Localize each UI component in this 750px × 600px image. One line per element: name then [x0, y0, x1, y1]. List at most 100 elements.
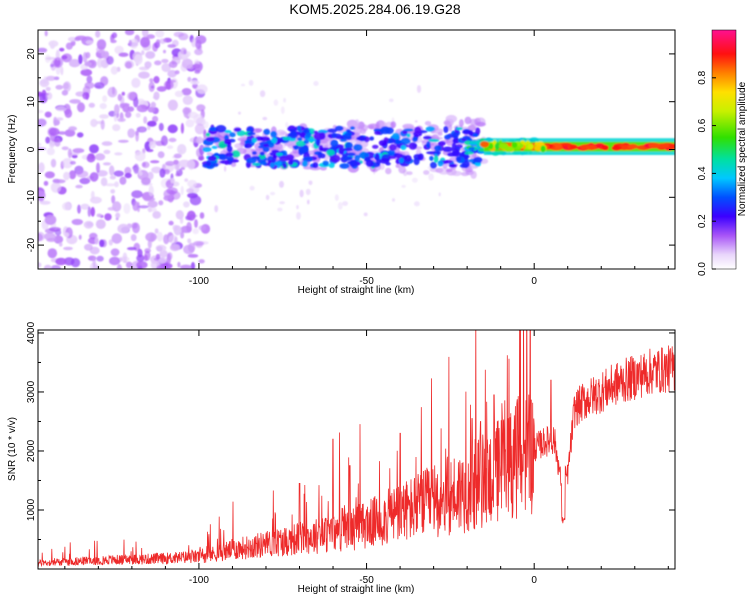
heatmap-cell: [147, 171, 154, 180]
heatmap-cell: [38, 147, 47, 151]
heatmap-cell: [198, 225, 206, 231]
heatmap-cell: [167, 69, 177, 78]
heatmap-cell: [469, 140, 479, 145]
heatmap-cell: [297, 125, 302, 132]
heatmap-cell: [475, 121, 486, 127]
colorbar-gradient: [712, 30, 736, 269]
x-tick-label: -50: [359, 575, 374, 586]
heatmap-cell: [251, 137, 258, 143]
heatmap-cell: [123, 203, 131, 214]
heatmap-cell: [147, 200, 158, 208]
heatmap-cell: [196, 136, 204, 144]
heatmap-cell: [156, 231, 163, 242]
heatmap-cell: [408, 142, 418, 150]
heatmap-cell: [246, 157, 257, 164]
heatmap-cell: [329, 154, 341, 163]
heatmap-cell: [75, 184, 83, 189]
heatmap-cell: [100, 76, 109, 86]
heatmap-cell: [39, 200, 51, 205]
heatmap-cell: [106, 55, 114, 65]
heatmap-cell: [207, 155, 217, 161]
heatmap-cell: [361, 124, 369, 132]
heatmap-cell: [402, 130, 408, 135]
heatmap-cell: [143, 254, 148, 262]
heatmap-cell: [44, 111, 52, 118]
heatmap-cell: [416, 85, 422, 93]
heatmap-cell: [429, 155, 434, 161]
heatmap-cell: [55, 106, 67, 112]
heatmap-cell: [163, 49, 166, 54]
heatmap-cell: [119, 176, 127, 185]
heatmap-cell: [68, 126, 77, 131]
heatmap-cell: [245, 138, 251, 145]
heatmap-cell: [414, 120, 418, 123]
heatmap-cell: [109, 175, 116, 180]
heatmap-cell: [223, 138, 232, 145]
heatmap-cell: [233, 127, 242, 132]
heatmap-cell: [82, 52, 88, 63]
heatmap-cell: [275, 129, 286, 137]
heatmap-cell: [113, 170, 124, 177]
heatmap-cell: [404, 154, 412, 163]
heatmap-cell: [150, 160, 160, 164]
heatmap-cell: [353, 126, 362, 136]
heatmap-cell: [205, 132, 211, 137]
heatmap-cell: [464, 151, 474, 155]
spectrogram-x-axis-label: Height of straight line (km): [298, 285, 415, 296]
heatmap-cell: [423, 135, 432, 140]
snr-y-axis-label: SNR (10 * v/v): [7, 417, 18, 481]
heatmap-cell: [167, 124, 178, 134]
chart-title: KOM5.2025.284.06.19.G28: [289, 1, 461, 17]
heatmap-cell: [540, 145, 546, 153]
heatmap-cell: [167, 99, 178, 111]
heatmap-cell: [187, 238, 192, 244]
heatmap-cell: [45, 136, 51, 144]
heatmap-cell: [137, 265, 143, 269]
heatmap-cell: [50, 182, 62, 193]
heatmap-cell: [141, 105, 147, 110]
heatmap-cell: [434, 145, 442, 152]
heatmap-cell: [64, 129, 76, 137]
heatmap-cell: [115, 212, 121, 219]
heatmap-cell: [466, 138, 473, 141]
heatmap-cell: [69, 59, 81, 68]
heatmap-cell: [62, 202, 71, 211]
heatmap-cell: [127, 106, 135, 112]
heatmap-cell: [96, 213, 103, 218]
heatmap-cell: [149, 78, 154, 83]
heatmap-cell: [303, 129, 311, 134]
heatmap-cell: [262, 146, 270, 153]
heatmap-cell: [611, 145, 622, 151]
heatmap-cell: [338, 147, 345, 155]
heatmap-cell: [260, 136, 270, 142]
heatmap-cell: [251, 151, 257, 155]
heatmap-cell: [107, 86, 118, 98]
x-tick-label: 0: [531, 575, 537, 586]
heatmap-cell: [133, 163, 139, 174]
heatmap-cell: [141, 30, 149, 38]
heatmap-cell: [443, 126, 449, 133]
heatmap-cell: [58, 242, 63, 247]
heatmap-cell: [155, 30, 165, 38]
heatmap-cell: [61, 90, 69, 96]
heatmap-cell: [206, 152, 214, 156]
heatmap-cell: [159, 38, 167, 44]
heatmap-cell: [395, 139, 402, 145]
heatmap-cell: [99, 114, 109, 119]
heatmap-cell: [426, 151, 437, 155]
heatmap-cell: [130, 234, 137, 242]
heatmap-cell: [45, 86, 51, 92]
heatmap-cell: [202, 146, 212, 153]
heatmap-cell: [72, 148, 85, 154]
heatmap-cell: [273, 99, 279, 106]
heatmap-cell: [112, 124, 121, 132]
heatmap-cell: [132, 200, 139, 212]
heatmap-cell: [103, 149, 111, 155]
heatmap-cell: [385, 167, 392, 175]
heatmap-cell: [109, 256, 121, 266]
heatmap-cell: [76, 132, 84, 138]
heatmap-cell: [601, 145, 609, 151]
heatmap-cell: [63, 246, 73, 251]
heatmap-cell: [77, 204, 81, 214]
